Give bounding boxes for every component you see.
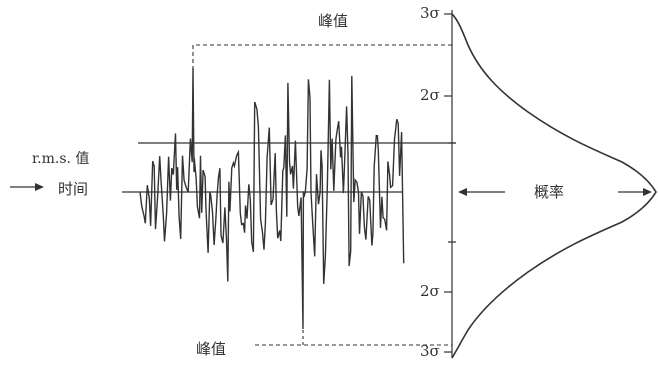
time-arrow-head xyxy=(35,183,44,191)
random-signal-waveform xyxy=(139,67,405,330)
sigma-label-2-bottom: 2σ xyxy=(420,282,440,300)
sigma-label-3-bottom: 3σ xyxy=(420,342,440,360)
sigma-label-3-top: 3σ xyxy=(420,4,440,22)
probability-arrow-left-head xyxy=(458,188,467,196)
probability-label: 概率 xyxy=(534,183,565,201)
probability-arrow-right-head xyxy=(643,188,652,196)
sigma-label-2-top: 2σ xyxy=(420,86,440,104)
peak-top-dashed-line xyxy=(192,44,452,70)
time-label: 时间 xyxy=(58,180,89,198)
probability-density-curve xyxy=(451,13,657,359)
peak-label-top: 峰值 xyxy=(318,12,349,30)
peak-label-bottom: 峰值 xyxy=(196,340,227,358)
rms-label: r.m.s. 值 xyxy=(32,151,90,167)
